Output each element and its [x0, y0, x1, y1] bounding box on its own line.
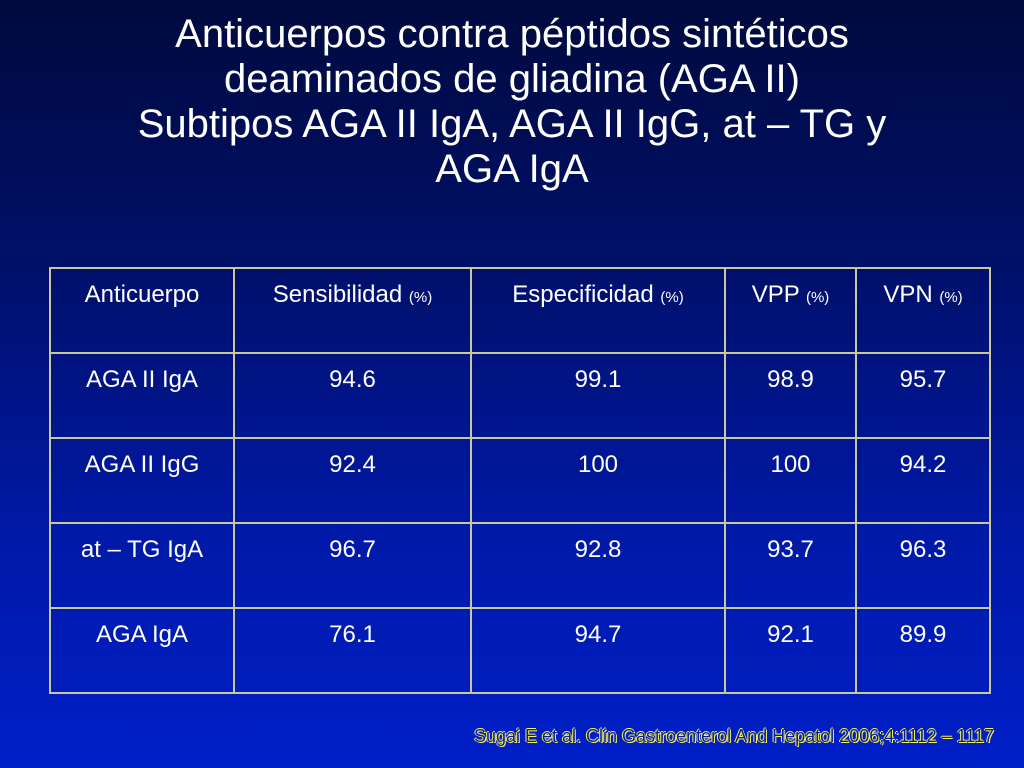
table-row: at – TG IgA 96.7 92.8 93.7 96.3: [49, 522, 991, 609]
unit-label: (%): [408, 289, 433, 306]
cell-vpp: 98.9: [724, 352, 857, 439]
header-especificidad: Especificidad (%): [470, 267, 726, 354]
title-line-3: Subtipos AGA II IgA, AGA II IgG, at – TG…: [137, 102, 887, 146]
title-line-2: deaminados de gliadina (AGA II): [224, 57, 800, 101]
cell-vpp: 100: [724, 437, 857, 524]
table-row: AGA IgA 76.1 94.7 92.1 89.9: [49, 607, 991, 694]
cell-sensibilidad: 94.6: [233, 352, 472, 439]
title-line-4: AGA IgA: [435, 147, 589, 191]
cell-vpn: 96.3: [855, 522, 991, 609]
unit-label: (%): [805, 289, 830, 306]
cell-sensibilidad: 96.7: [233, 522, 472, 609]
cell-antibody: AGA II IgG: [49, 437, 235, 524]
slide-title: Anticuerpos contra péptidos sintéticos d…: [40, 12, 984, 192]
header-anticuerpo: Anticuerpo: [49, 267, 235, 354]
table-row: AGA II IgA 94.6 99.1 98.9 95.7: [49, 352, 991, 439]
cell-vpn: 89.9: [855, 607, 991, 694]
header-sensibilidad: Sensibilidad (%): [233, 267, 472, 354]
cell-vpn: 95.7: [855, 352, 991, 439]
title-line-1: Anticuerpos contra péptidos sintéticos: [175, 12, 849, 56]
cell-especificidad: 92.8: [470, 522, 726, 609]
cell-sensibilidad: 76.1: [233, 607, 472, 694]
header-vpn: VPN (%): [855, 267, 991, 354]
cell-especificidad: 94.7: [470, 607, 726, 694]
cell-antibody: AGA IgA: [49, 607, 235, 694]
antibody-table: Anticuerpo Sensibilidad (%) Especificida…: [49, 267, 991, 694]
cell-antibody: AGA II IgA: [49, 352, 235, 439]
table-row: AGA II IgG 92.4 100 100 94.2: [49, 437, 991, 524]
cell-especificidad: 99.1: [470, 352, 726, 439]
header-vpp: VPP (%): [724, 267, 857, 354]
cell-especificidad: 100: [470, 437, 726, 524]
cell-vpp: 92.1: [724, 607, 857, 694]
table-header-row: Anticuerpo Sensibilidad (%) Especificida…: [49, 267, 991, 354]
citation: Sugai E et al. Clin Gastroenterol And He…: [473, 726, 994, 746]
cell-antibody: at – TG IgA: [49, 522, 235, 609]
cell-vpp: 93.7: [724, 522, 857, 609]
unit-label: (%): [660, 289, 684, 306]
cell-vpn: 94.2: [855, 437, 991, 524]
unit-label: (%): [939, 289, 963, 306]
cell-sensibilidad: 92.4: [233, 437, 472, 524]
